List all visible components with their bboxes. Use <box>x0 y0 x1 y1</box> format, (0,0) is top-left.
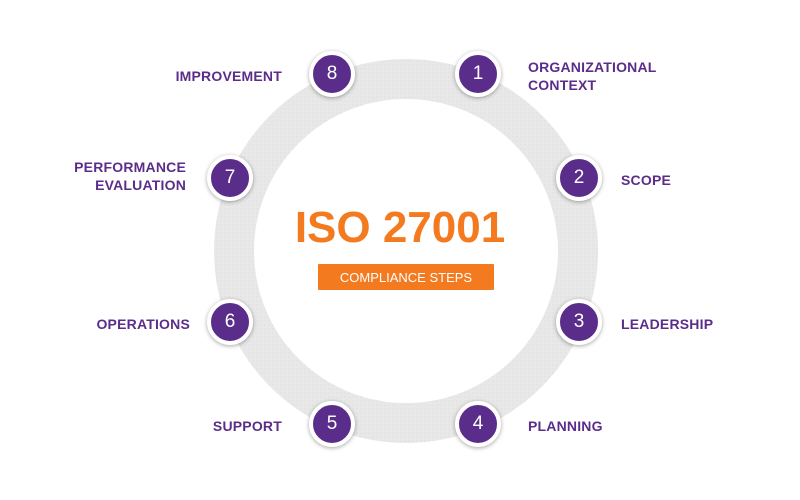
step-6-label: OPERATIONS <box>96 316 190 332</box>
step-5-label: SUPPORT <box>212 418 282 434</box>
diagram-title: ISO 27001 <box>294 203 506 252</box>
step-4-label: PLANNING <box>528 418 603 434</box>
step-7-label: PERFORMANCE EVALUATION <box>74 159 186 193</box>
step-2-label: SCOPE <box>621 172 672 188</box>
step-4-circle: 4 <box>455 401 501 447</box>
step-5-circle: 5 <box>309 401 355 447</box>
ring-track <box>214 59 598 443</box>
step-1-circle: 1 <box>455 51 501 97</box>
step-5-number: 5 <box>326 413 338 434</box>
step-3-label: LEADERSHIP <box>621 316 714 332</box>
step-2-circle: 2 <box>556 155 602 201</box>
step-8-circle: 8 <box>309 51 355 97</box>
step-4-number: 4 <box>472 413 484 434</box>
step-3-number: 3 <box>573 311 585 332</box>
badge-label: COMPLIANCE STEPS <box>339 269 473 285</box>
step-6-number: 6 <box>224 311 236 332</box>
step-1-label: ORGANIZATIONAL CONTEXT <box>528 59 657 93</box>
step-8-number: 8 <box>326 63 338 84</box>
step-6-circle: 6 <box>207 299 253 345</box>
step-7-circle: 7 <box>207 155 253 201</box>
step-2-number: 2 <box>573 167 585 188</box>
step-1-number: 1 <box>472 63 484 84</box>
step-8-label: IMPROVEMENT <box>175 68 282 84</box>
step-3-circle: 3 <box>556 299 602 345</box>
step-7-number: 7 <box>224 167 236 188</box>
compliance-steps-badge: COMPLIANCE STEPS <box>318 264 494 290</box>
